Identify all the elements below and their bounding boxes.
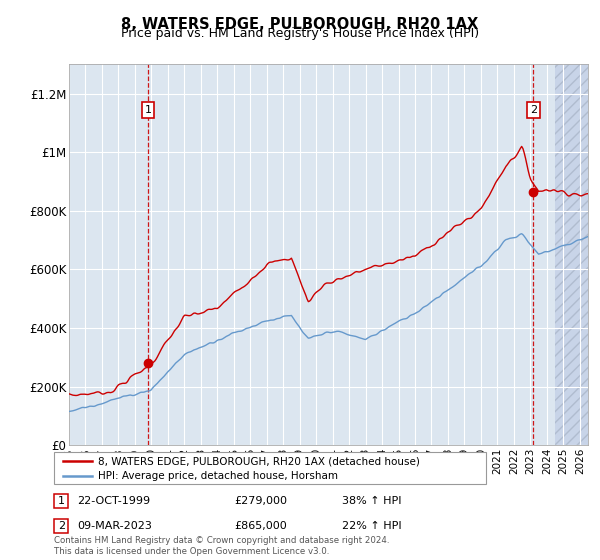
Text: £279,000: £279,000 bbox=[234, 496, 287, 506]
Text: 2: 2 bbox=[530, 105, 537, 115]
Text: 1: 1 bbox=[58, 496, 65, 506]
Bar bbox=[555, 64, 588, 445]
Text: HPI: Average price, detached house, Horsham: HPI: Average price, detached house, Hors… bbox=[98, 472, 338, 481]
Text: 8, WATERS EDGE, PULBOROUGH, RH20 1AX (detached house): 8, WATERS EDGE, PULBOROUGH, RH20 1AX (de… bbox=[98, 456, 419, 466]
Text: 8, WATERS EDGE, PULBOROUGH, RH20 1AX: 8, WATERS EDGE, PULBOROUGH, RH20 1AX bbox=[121, 17, 479, 32]
Text: 1: 1 bbox=[145, 105, 151, 115]
Text: 22% ↑ HPI: 22% ↑ HPI bbox=[342, 521, 401, 531]
Text: 2: 2 bbox=[58, 521, 65, 531]
Text: 38% ↑ HPI: 38% ↑ HPI bbox=[342, 496, 401, 506]
Text: Price paid vs. HM Land Registry's House Price Index (HPI): Price paid vs. HM Land Registry's House … bbox=[121, 27, 479, 40]
Text: 09-MAR-2023: 09-MAR-2023 bbox=[77, 521, 152, 531]
Text: Contains HM Land Registry data © Crown copyright and database right 2024.
This d: Contains HM Land Registry data © Crown c… bbox=[54, 536, 389, 556]
Text: £865,000: £865,000 bbox=[234, 521, 287, 531]
Text: 22-OCT-1999: 22-OCT-1999 bbox=[77, 496, 151, 506]
